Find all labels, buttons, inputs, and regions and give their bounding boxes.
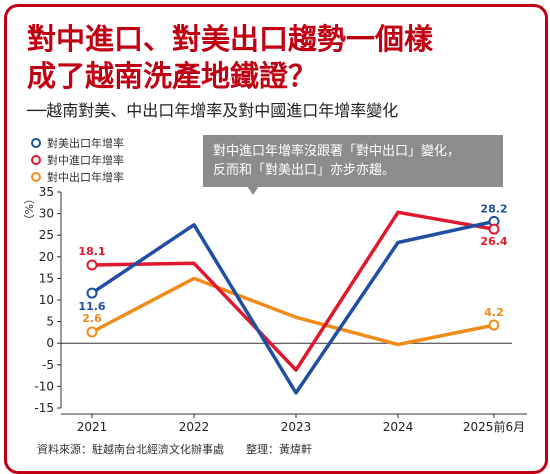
data-label: 11.6	[78, 300, 105, 313]
callout-line-1: 對中進口年增率沒跟著「對中出口」變化，	[213, 144, 461, 159]
x-tick-label: 2025前6月	[463, 419, 525, 434]
y-tick-label: -15	[34, 401, 54, 415]
y-tick-label: -10	[34, 379, 54, 393]
chart-title: 對中進口、對美出口趨勢一個樣 成了越南洗產地鐵證？	[27, 21, 433, 95]
legend-item-cn-import: 對中進口年增率	[31, 151, 124, 168]
line-chart: 35 30 25 20 15 10 5 0 -5 -10 -15 2021 2022 2023 2024 20…	[34, 185, 527, 434]
callout-line-2: 反而和「對美出口」亦步亦趨。	[213, 163, 396, 178]
y-tick-label: 30	[39, 207, 54, 221]
y-tick-label: 5	[46, 315, 54, 329]
x-tick-label: 2024	[383, 420, 414, 434]
series-line-0	[90, 219, 496, 395]
data-point-marker	[488, 319, 500, 331]
legend-marker-icon	[31, 171, 41, 182]
x-tick-label: 2021	[77, 420, 108, 434]
data-point-marker	[86, 326, 98, 338]
legend-label: 對中出口年增率	[47, 170, 124, 184]
legend-label: 對中進口年增率	[47, 153, 124, 167]
y-tick-label: 20	[39, 250, 54, 264]
data-point-marker	[488, 223, 500, 235]
data-label: 26.4	[480, 235, 507, 248]
y-tick-label: 10	[39, 293, 54, 307]
data-label: 28.2	[480, 202, 507, 215]
data-label: 4.2	[484, 306, 504, 319]
source-note: 資料來源：駐越南台北經濟文化辦事處 整理：黃煒軒	[37, 443, 312, 456]
chart-card: 對中進口、對美出口趨勢一個樣 成了越南洗產地鐵證？ ──越南對美、中出口年增率及…	[4, 4, 548, 474]
callout-pointer	[247, 186, 259, 195]
x-tick-label: 2023	[281, 420, 312, 434]
callout-box: 對中進口年增率沒跟著「對中出口」變化， 反而和「對美出口」亦步亦趨。	[203, 135, 503, 187]
y-tick-label: -5	[42, 358, 54, 372]
x-tick-label: 2022	[179, 420, 210, 434]
y-tick-label: 15	[39, 271, 54, 285]
legend-marker-icon	[31, 154, 41, 165]
y-axis-unit: （%）	[22, 193, 35, 226]
y-tick-label: 25	[39, 228, 54, 242]
data-point-marker	[86, 259, 98, 271]
y-tick-label: 35	[39, 185, 54, 199]
series-line-2	[90, 276, 496, 347]
data-point-marker	[86, 287, 98, 299]
legend: 對美出口年增率 對中進口年增率 對中出口年增率	[31, 134, 124, 185]
title-line-1: 對中進口、對美出口趨勢一個樣	[27, 22, 434, 56]
legend-label: 對美出口年增率	[47, 136, 124, 150]
data-label: 18.1	[78, 245, 105, 258]
data-label: 2.6	[82, 312, 102, 325]
series-line-1	[90, 210, 496, 372]
legend-item-us-export: 對美出口年增率	[31, 134, 124, 151]
y-tick-label: 0	[46, 336, 54, 350]
legend-marker-icon	[31, 137, 41, 148]
chart-subtitle: ──越南對美、中出口年增率及對中國進口年增率變化	[27, 101, 399, 120]
title-line-2: 成了越南洗產地鐵證？	[27, 59, 318, 93]
legend-item-cn-export: 對中出口年增率	[31, 168, 124, 185]
